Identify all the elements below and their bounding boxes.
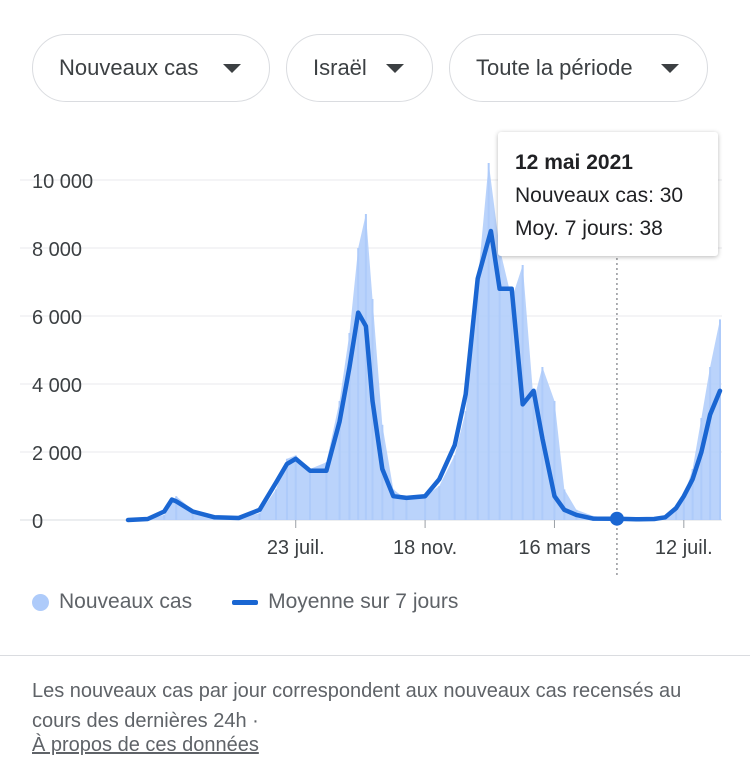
case-bar — [498, 248, 501, 520]
y-tick-label: 8 000 — [32, 239, 82, 261]
case-bar — [553, 401, 556, 520]
legend-label-cases: Nouveaux cas — [59, 590, 193, 613]
case-bar — [453, 455, 456, 520]
country-dropdown[interactable]: Israël — [286, 34, 433, 102]
y-axis-ticks: 0 2 000 4 000 6 000 8 000 10 000 — [32, 171, 93, 533]
case-bar — [700, 418, 703, 520]
y-tick-label: 0 — [32, 511, 43, 533]
case-bar — [405, 499, 408, 520]
caret-down-icon — [386, 64, 404, 73]
legend-swatch-average — [232, 599, 259, 605]
x-axis-ticks: 23 juil. 18 nov. 16 mars 12 juil. — [267, 520, 713, 559]
metric-dropdown-label: Nouveaux cas — [59, 55, 199, 80]
case-bar — [364, 214, 367, 520]
case-bar — [691, 469, 694, 520]
case-bar — [285, 458, 288, 520]
case-bar — [424, 496, 427, 520]
x-tick-label: 18 nov. — [393, 537, 457, 559]
x-tick-label: 16 mars — [518, 537, 590, 559]
legend-label-average: Moyenne sur 7 jours — [268, 590, 459, 613]
case-bar — [294, 455, 297, 520]
period-dropdown[interactable]: Toute la période — [449, 34, 708, 102]
case-bar — [325, 462, 328, 520]
case-bar — [175, 496, 178, 520]
cases-bars — [128, 163, 721, 520]
divider — [0, 655, 750, 656]
legend-item-cases[interactable]: Nouveaux cas — [32, 590, 192, 614]
tooltip-date: 12 mai 2021 — [515, 151, 633, 174]
metric-dropdown[interactable]: Nouveaux cas — [32, 34, 270, 102]
tooltip-average: Moy. 7 jours: 38 — [515, 217, 663, 240]
case-bar — [308, 469, 311, 520]
case-bar — [163, 514, 166, 520]
y-tick-label: 6 000 — [32, 307, 82, 329]
y-tick-label: 4 000 — [32, 375, 82, 397]
case-bar — [719, 319, 721, 520]
x-tick-label: 12 juil. — [655, 537, 713, 559]
case-bar — [476, 282, 479, 520]
case-bar — [348, 333, 351, 520]
average-line-group — [125, 228, 723, 523]
data-footnote: Les nouveaux cas par jour correspondent … — [32, 680, 682, 732]
country-dropdown-label: Israël — [313, 55, 367, 80]
case-bar — [532, 401, 535, 520]
average-line — [125, 228, 723, 523]
case-bar — [563, 489, 566, 520]
legend-swatch-cases — [32, 593, 49, 611]
case-bar — [258, 513, 261, 520]
hover-point — [609, 511, 624, 526]
case-bar — [682, 496, 685, 520]
about-data-link[interactable]: À propos de ces données — [32, 734, 259, 756]
legend-item-average[interactable]: Moyenne sur 7 jours — [232, 590, 458, 614]
case-bar — [510, 299, 513, 520]
caret-down-icon — [223, 64, 241, 73]
case-bar — [392, 489, 395, 520]
case-bar — [338, 401, 341, 520]
chart-legend: Nouveaux cas Moyenne sur 7 jours — [32, 590, 498, 614]
case-bar — [357, 248, 360, 520]
x-tick-label: 23 juil. — [267, 537, 325, 559]
case-bar — [438, 486, 441, 520]
case-bar — [275, 489, 277, 520]
case-bar — [464, 411, 467, 520]
period-dropdown-label: Toute la période — [476, 55, 633, 80]
case-bar — [487, 163, 490, 520]
y-tick-label: 10 000 — [32, 171, 93, 193]
chart-tooltip: 12 mai 2021 Nouveaux cas: 30 Moy. 7 jour… — [498, 132, 718, 256]
tooltip-cases: Nouveaux cas: 30 — [515, 184, 684, 207]
hover-marker — [609, 258, 624, 576]
cases-chart[interactable]: 0 2 000 4 000 6 000 8 000 10 000 23 juil. 18 n… — [0, 110, 750, 580]
caret-down-icon — [661, 64, 679, 73]
case-bar — [675, 509, 678, 520]
case-bar — [191, 509, 194, 520]
y-tick-label: 2 000 — [32, 443, 82, 465]
case-bar — [709, 367, 712, 520]
